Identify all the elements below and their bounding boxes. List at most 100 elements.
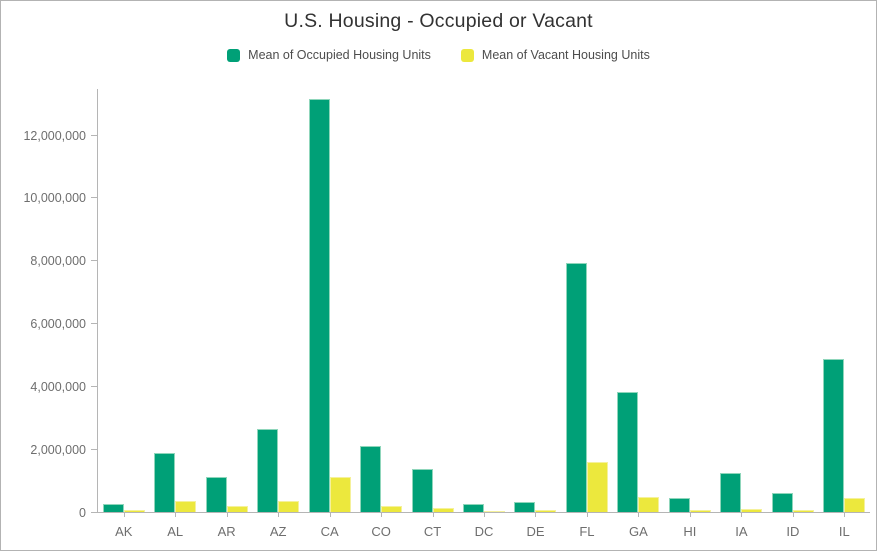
bar-vacant-ca[interactable]	[329, 477, 351, 512]
x-axis-tick-mark	[535, 512, 537, 517]
category-group-dc: DC	[458, 89, 509, 539]
y-axis-tick-label: 6,000,000	[30, 317, 86, 332]
y-axis-tick-mark	[91, 386, 97, 388]
bar-occupied-hi[interactable]	[668, 498, 690, 512]
category-group-id: ID	[767, 89, 818, 539]
x-axis-label-dc: DC	[474, 524, 494, 539]
category-group-ar: AR	[201, 89, 252, 539]
x-axis-tick-mark	[123, 512, 125, 517]
bar-occupied-co[interactable]	[360, 445, 382, 512]
bar-occupied-ia[interactable]	[720, 473, 742, 512]
x-axis-tick-mark	[792, 512, 794, 517]
legend-label: Mean of Occupied Housing Units	[248, 48, 431, 62]
bar-vacant-ia[interactable]	[741, 508, 763, 512]
legend-swatch-icon	[460, 48, 474, 62]
bar-occupied-ct[interactable]	[411, 469, 433, 512]
x-axis-label-ar: AR	[217, 524, 236, 539]
legend-label: Mean of Vacant Housing Units	[481, 48, 650, 62]
y-axis-tick-label: 12,000,000	[23, 128, 86, 143]
y-axis: 0 2,000,000 4,000,000 6,000,000 8,000,000 10,…	[1, 89, 97, 520]
legend-item-vacant[interactable]: Mean of Vacant Housing Units	[460, 48, 650, 62]
bar-occupied-fl[interactable]	[565, 262, 587, 512]
x-axis-label-il: IL	[838, 524, 850, 539]
category-group-ia: IA	[716, 89, 767, 539]
x-axis-tick-mark	[175, 512, 177, 517]
x-axis-tick-mark	[381, 512, 383, 517]
x-axis-label-hi: HI	[683, 524, 697, 539]
y-axis-tick-label: 10,000,000	[23, 191, 86, 206]
x-axis-tick-mark	[484, 512, 486, 517]
x-axis-tick-mark	[278, 512, 280, 517]
plot-area: AK AL AR AZ CA CO CT DC DE FL GA HI IA ID IL	[97, 89, 870, 539]
bar-occupied-id[interactable]	[771, 492, 793, 512]
x-axis-label-fl: FL	[579, 524, 595, 539]
bar-vacant-id[interactable]	[792, 509, 814, 512]
category-group-ak: AK	[98, 89, 149, 539]
x-axis-tick-mark	[586, 512, 588, 517]
y-axis-tick-label: 4,000,000	[30, 380, 86, 395]
bar-occupied-ak[interactable]	[102, 503, 124, 512]
category-group-hi: HI	[664, 89, 715, 539]
x-axis-label-ct: CT	[423, 524, 442, 539]
y-axis-tick-mark	[91, 134, 97, 136]
bar-occupied-al[interactable]	[154, 453, 176, 512]
category-group-fl: FL	[561, 89, 612, 539]
category-group-ga: GA	[613, 89, 664, 539]
x-axis-tick-mark	[638, 512, 640, 517]
x-axis-label-al: AL	[167, 524, 184, 539]
bar-vacant-dc[interactable]	[484, 511, 506, 512]
bar-vacant-az[interactable]	[278, 500, 300, 512]
category-group-az: AZ	[252, 89, 303, 539]
y-axis-tick-mark	[91, 260, 97, 262]
bar-vacant-ga[interactable]	[638, 497, 660, 512]
x-axis-label-de: DE	[526, 524, 545, 539]
x-axis-label-ia: IA	[735, 524, 748, 539]
bar-vacant-ak[interactable]	[123, 510, 145, 512]
x-axis-label-id: ID	[786, 524, 800, 539]
bar-occupied-de[interactable]	[514, 501, 536, 512]
bar-occupied-il[interactable]	[823, 359, 845, 512]
bar-vacant-al[interactable]	[175, 501, 197, 512]
bar-occupied-ga[interactable]	[617, 391, 639, 512]
x-axis-label-ga: GA	[629, 524, 648, 539]
category-group-de: DE	[510, 89, 561, 539]
category-group-il: IL	[819, 89, 870, 539]
x-axis-label-ak: AK	[115, 524, 133, 539]
bar-vacant-hi[interactable]	[689, 510, 711, 512]
category-group-ca: CA	[304, 89, 355, 539]
y-axis-tick-mark	[91, 512, 97, 513]
legend-swatch-icon	[227, 48, 241, 62]
y-axis-tick-label: 0	[79, 506, 86, 520]
bar-occupied-ar[interactable]	[205, 476, 227, 512]
y-axis-tick-label: 8,000,000	[30, 254, 86, 269]
x-axis-label-ca: CA	[320, 524, 339, 539]
bar-vacant-il[interactable]	[844, 497, 866, 512]
category-group-al: AL	[149, 89, 200, 539]
x-axis-tick-mark	[844, 512, 846, 517]
chart-title: U.S. Housing - Occupied or Vacant	[284, 10, 593, 32]
legend-item-occupied[interactable]: Mean of Occupied Housing Units	[227, 48, 431, 62]
bar-vacant-ct[interactable]	[432, 508, 454, 512]
y-axis-tick-label: 2,000,000	[30, 443, 86, 458]
bar-occupied-az[interactable]	[257, 429, 279, 512]
x-axis-tick-mark	[329, 512, 331, 517]
category-group-co: CO	[355, 89, 406, 539]
x-axis-tick-mark	[741, 512, 743, 517]
y-axis-tick-mark	[91, 197, 97, 199]
category-group-ct: CT	[407, 89, 458, 539]
x-axis-tick-mark	[689, 512, 691, 517]
y-axis-tick-mark	[91, 449, 97, 451]
bar-vacant-ar[interactable]	[226, 506, 248, 512]
bar-vacant-co[interactable]	[381, 505, 403, 512]
x-axis-tick-mark	[226, 512, 228, 517]
bar-occupied-ca[interactable]	[308, 99, 330, 512]
bar-occupied-dc[interactable]	[463, 503, 485, 512]
bar-vacant-de[interactable]	[535, 510, 557, 512]
x-axis-label-co: CO	[371, 524, 391, 539]
y-axis-tick-mark	[91, 323, 97, 325]
x-axis-tick-mark	[432, 512, 434, 517]
legend: Mean of Occupied Housing Units Mean of Va…	[1, 48, 876, 62]
bar-vacant-fl[interactable]	[586, 461, 608, 512]
x-axis-label-az: AZ	[269, 524, 287, 539]
